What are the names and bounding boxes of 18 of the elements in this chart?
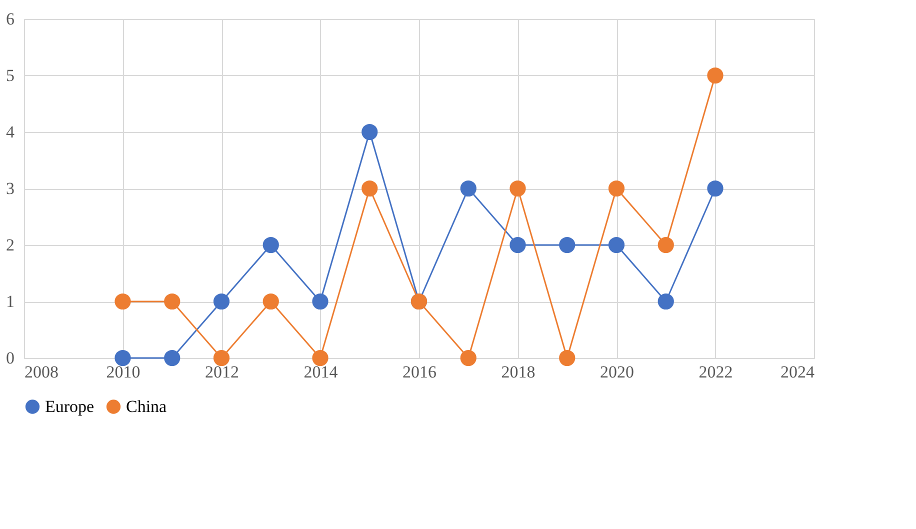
x-tick-label: 2008	[24, 362, 58, 382]
y-tick-label: 2	[6, 236, 14, 254]
y-tick-label: 3	[6, 179, 14, 198]
x-tick-label: 2022	[698, 362, 733, 382]
x-tick-label: 2020	[600, 362, 634, 382]
y-tick-label: 6	[6, 10, 14, 28]
x-tick-label: 2014	[304, 362, 338, 382]
y-tick-label: 0	[6, 348, 14, 368]
x-tick-label: 2018	[501, 362, 536, 382]
x-tick-label: 2012	[205, 362, 239, 382]
x-tick-label: 2016	[402, 362, 436, 382]
y-tick-label: 4	[6, 122, 15, 142]
x-tick-label: 2010	[106, 362, 140, 382]
legend-label: Europe	[45, 396, 94, 416]
y-tick-label: 1	[6, 292, 14, 311]
legend-label: China	[126, 396, 168, 416]
y-tick-label: 5	[6, 66, 14, 85]
x-tick-label: 2024	[780, 362, 815, 382]
